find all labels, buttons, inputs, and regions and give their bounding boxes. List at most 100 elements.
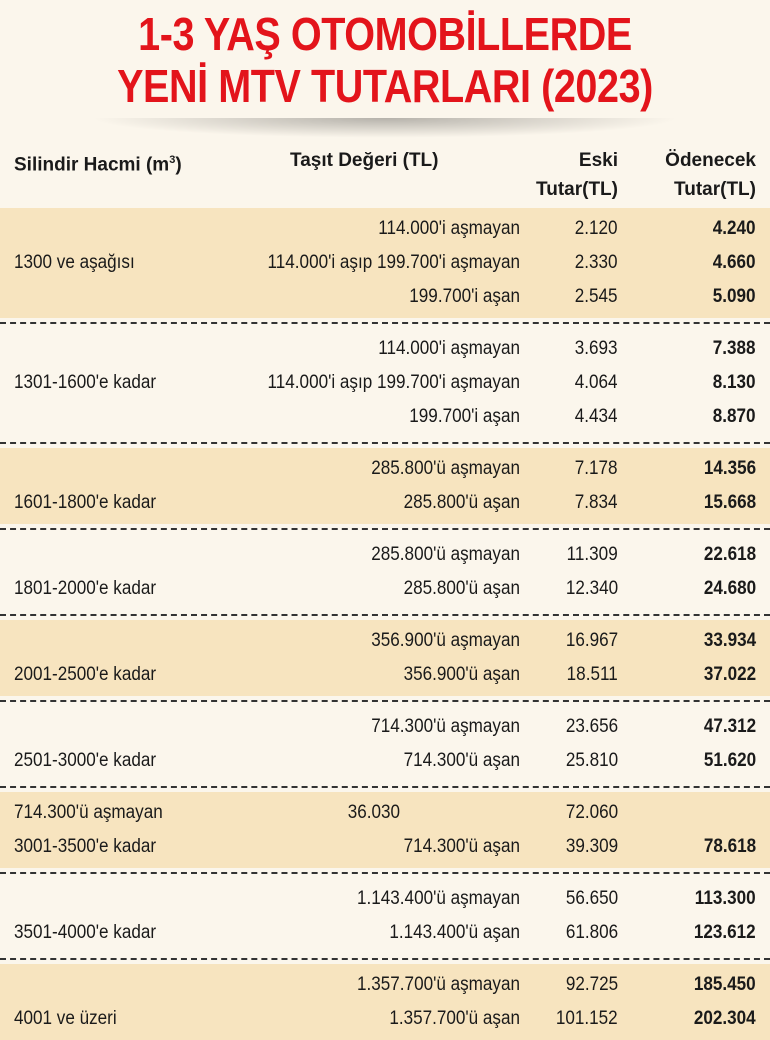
- header-old-line-1: Eski: [578, 150, 618, 171]
- vehicle-value: 1.143.400'ü aşmayan: [357, 888, 520, 909]
- old-amount: 23.656: [565, 716, 618, 737]
- row-group: 2501-3000'e kadar 714.300'ü aşmayan 23.656…: [0, 706, 770, 782]
- old-amount: 2.545: [575, 286, 618, 307]
- cylinder-label: 3001-3500'e kadar: [14, 836, 157, 857]
- new-amount: 202.304: [694, 1008, 756, 1029]
- new-amount: 37.022: [703, 664, 756, 685]
- new-amount: 14.356: [703, 458, 756, 479]
- old-amount: 39.309: [565, 836, 618, 857]
- vehicle-value: 114.000'i aşmayan: [378, 338, 520, 359]
- dashed-separator: [0, 322, 770, 324]
- row-group: 1801-2000'e kadar 285.800'ü aşmayan 11.309…: [0, 534, 770, 610]
- new-amount: 78.618: [703, 836, 756, 857]
- header-old: Eski Tutar(TL): [536, 146, 618, 204]
- vehicle-value: 714.300'ü aşan: [403, 750, 520, 771]
- new-amount: 51.620: [703, 750, 756, 771]
- vehicle-value: 714.300'ü aşan: [403, 836, 520, 857]
- cylinder-label: 3501-4000'e kadar: [14, 922, 157, 943]
- cylinder-label: 1601-1800'e kadar: [14, 492, 157, 513]
- new-amount: 4.660: [713, 252, 756, 273]
- dashed-separator: [0, 786, 770, 788]
- new-amount: 185.450: [694, 974, 756, 995]
- old-amount: 16.967: [565, 630, 618, 651]
- old-amount: 11.309: [566, 544, 618, 565]
- title-shadow-divider: [90, 118, 680, 138]
- row-group: 2001-2500'e kadar 356.900'ü aşmayan 16.967…: [0, 620, 770, 696]
- header-old-line-2: Tutar(TL): [536, 179, 618, 200]
- old-amount: 2.120: [575, 218, 618, 239]
- dashed-separator: [0, 958, 770, 960]
- vehicle-value: 1.357.700'ü aşmayan: [357, 974, 520, 995]
- header-cylinder: Silindir Hacmi (m3): [14, 146, 182, 179]
- vehicle-value: 356.900'ü aşan: [403, 664, 520, 685]
- new-amount: 24.680: [703, 578, 756, 599]
- cylinder-label: 1801-2000'e kadar: [14, 578, 157, 599]
- cylinder-label: 1300 ve aşağısı: [14, 252, 135, 273]
- vehicle-value: 714.300'ü aşmayan: [371, 716, 520, 737]
- new-amount: 8.870: [713, 406, 756, 427]
- header-cylinder-text: Silindir Hacmi (m: [14, 154, 170, 176]
- new-amount: 22.618: [703, 544, 756, 565]
- new-amount: 5.090: [713, 286, 756, 307]
- row-group: 4001 ve üzeri 1.357.700'ü aşmayan 92.725 18…: [0, 964, 770, 1040]
- old-amount: 7.178: [575, 458, 618, 479]
- vehicle-value: 114.000'i aşıp 199.700'i aşmayan: [267, 372, 520, 393]
- row-group: 714.300'ü aşmayan 3001-3500'e kadar 36.030…: [0, 792, 770, 868]
- new-amount: 8.130: [713, 372, 756, 393]
- table-header: Silindir Hacmi (m3) Taşıt Değeri (TL) Es…: [0, 144, 770, 206]
- vehicle-value: 285.800'ü aşmayan: [371, 544, 520, 565]
- row-group: 1300 ve aşağısı 114.000'i aşmayan 2.120 4.2…: [0, 208, 770, 318]
- new-amount: 15.668: [703, 492, 756, 513]
- old-amount: 4.434: [575, 406, 618, 427]
- old-amount: 18.511: [566, 664, 618, 685]
- title-line-2: YENİ MTV TUTARLARI (2023): [117, 60, 653, 112]
- old-amount: 12.340: [565, 578, 618, 599]
- vehicle-value: 1.357.700'ü aşan: [389, 1008, 520, 1029]
- old-amount: 3.693: [575, 338, 618, 359]
- dashed-separator: [0, 872, 770, 874]
- old-amount: 101.152: [556, 1008, 618, 1029]
- new-amount: 113.300: [695, 888, 756, 909]
- old-amount: 25.810: [565, 750, 618, 771]
- old-amount: 61.806: [565, 922, 618, 943]
- vehicle-value: 285.800'ü aşan: [403, 578, 520, 599]
- new-amount: 7.388: [713, 338, 756, 359]
- header-new-line-1: Ödenecek: [665, 150, 756, 171]
- dashed-separator: [0, 700, 770, 702]
- header-new-line-2: Tutar(TL): [674, 179, 756, 200]
- old-amount: 2.330: [575, 252, 618, 273]
- header-cylinder-end: ): [175, 154, 182, 176]
- cylinder-label: 2001-2500'e kadar: [14, 664, 157, 685]
- vehicle-value: 36.030: [347, 802, 400, 823]
- header-new: Ödenecek Tutar(TL): [665, 146, 756, 204]
- header-cylinder-sup: 3: [169, 154, 176, 166]
- cylinder-label: 1301-1600'e kadar: [14, 372, 157, 393]
- dashed-separator: [0, 442, 770, 444]
- old-amount: 4.064: [575, 372, 618, 393]
- vehicle-value: 199.700'i aşan: [409, 286, 520, 307]
- cylinder-label: 2501-3000'e kadar: [14, 750, 157, 771]
- vehicle-value: 356.900'ü aşmayan: [371, 630, 520, 651]
- vehicle-value: 285.800'ü aşan: [403, 492, 520, 513]
- header-value: Taşıt Değeri (TL): [290, 150, 439, 171]
- vehicle-value: 114.000'i aşıp 199.700'i aşmayan: [267, 252, 520, 273]
- row-group: 3501-4000'e kadar 1.143.400'ü aşmayan 56.6…: [0, 878, 770, 954]
- vehicle-value: 1.143.400'ü aşan: [389, 922, 520, 943]
- row-group: 1601-1800'e kadar 285.800'ü aşmayan 7.178 1…: [0, 448, 770, 524]
- old-amount: 56.650: [565, 888, 618, 909]
- cylinder-label: 4001 ve üzeri: [14, 1008, 117, 1029]
- vehicle-value: 285.800'ü aşmayan: [371, 458, 520, 479]
- new-amount: 33.934: [703, 630, 756, 651]
- vehicle-value: 114.000'i aşmayan: [378, 218, 520, 239]
- new-amount: 4.240: [713, 218, 756, 239]
- old-amount: 7.834: [575, 492, 618, 513]
- old-amount: 92.725: [565, 974, 618, 995]
- vehicle-value: 199.700'i aşan: [409, 406, 520, 427]
- dashed-separator: [0, 528, 770, 530]
- dashed-separator: [0, 614, 770, 616]
- new-amount: 123.612: [694, 922, 756, 943]
- row-group: 1301-1600'e kadar 114.000'i aşmayan 3.693 7…: [0, 328, 770, 438]
- cylinder-sublabel: 714.300'ü aşmayan: [14, 802, 163, 823]
- old-amount: 72.060: [565, 802, 618, 823]
